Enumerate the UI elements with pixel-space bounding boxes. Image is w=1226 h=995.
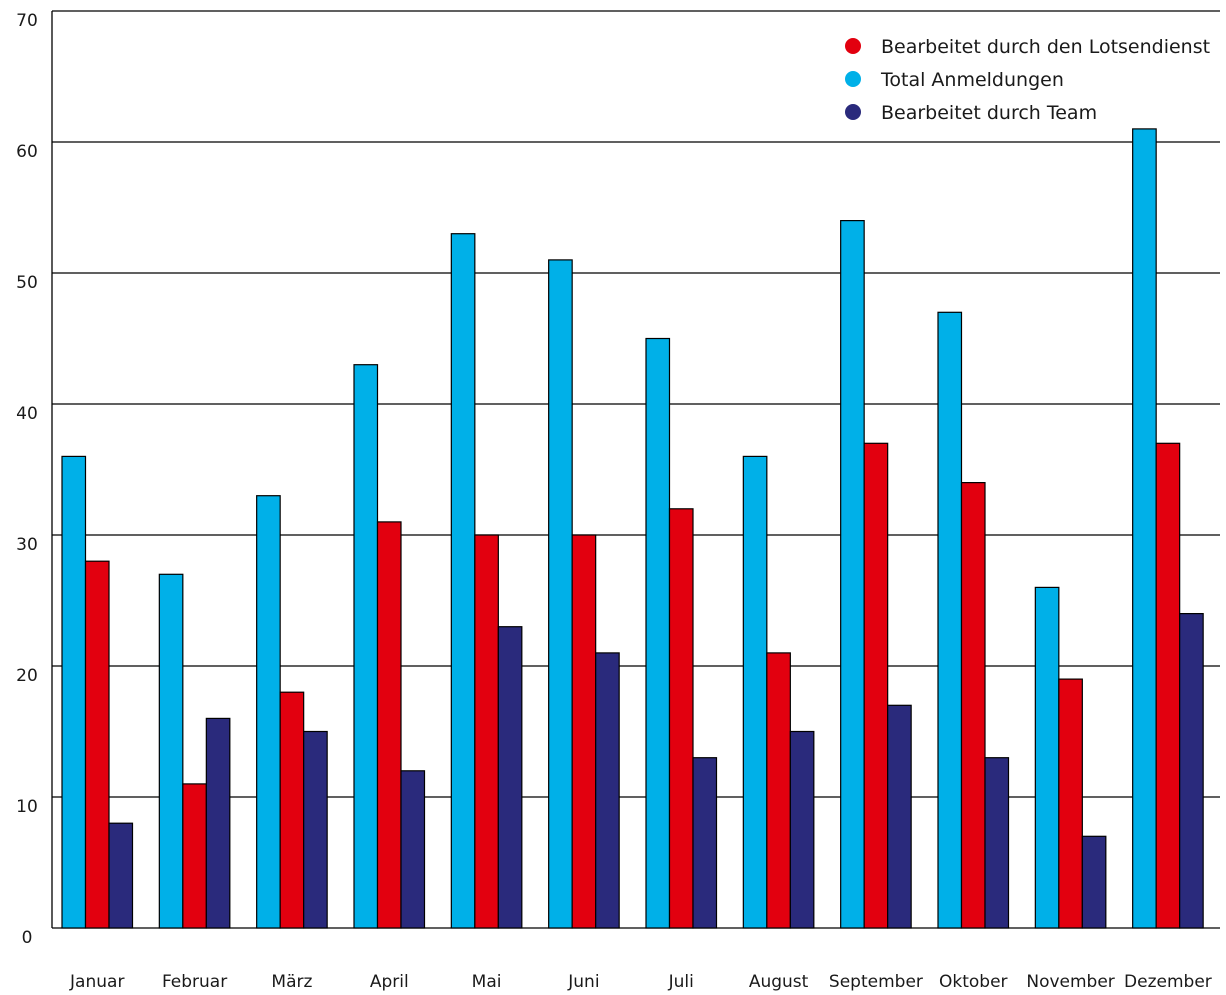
x-tick-label: Mai xyxy=(472,972,502,992)
y-tick-label: 50 xyxy=(16,273,38,293)
bar-0-4 xyxy=(450,233,476,929)
bar-1-4 xyxy=(474,534,499,929)
bar-0-6 xyxy=(645,337,671,929)
bars xyxy=(61,128,1204,929)
y-tick-label: 0 xyxy=(22,928,33,948)
bar-0-5 xyxy=(548,259,573,929)
bar-1-1 xyxy=(182,783,207,929)
legend-label: Bearbeitet durch Team xyxy=(881,102,1097,124)
x-tick-label: September xyxy=(829,972,923,992)
legend-label: Total Anmeldungen xyxy=(880,69,1064,91)
bar-2-2 xyxy=(303,730,328,929)
legend-label: Bearbeitet durch den Lotsendienst xyxy=(881,36,1210,58)
bar-1-0 xyxy=(84,560,110,929)
bar-0-0 xyxy=(61,455,87,929)
bar-0-1 xyxy=(158,573,184,929)
bar-2-5 xyxy=(595,652,620,929)
legend-marker xyxy=(845,38,861,54)
x-tick-label: April xyxy=(370,972,409,992)
legend: Bearbeitet durch den Lotsendienst Total A… xyxy=(845,36,1210,124)
bar-1-3 xyxy=(376,521,402,929)
bar-1-11 xyxy=(1155,442,1181,929)
bar-0-7 xyxy=(742,455,768,929)
x-tick-label: März xyxy=(271,972,312,992)
bar-2-0 xyxy=(108,822,134,929)
bar-2-9 xyxy=(984,757,1010,929)
bar-2-4 xyxy=(497,626,523,929)
x-tick-label: Dezember xyxy=(1124,972,1212,992)
x-tick-label: November xyxy=(1026,972,1114,992)
bar-0-8 xyxy=(840,220,865,929)
x-tick-label: Juli xyxy=(668,972,694,992)
x-tick-label: Februar xyxy=(162,972,227,992)
gridlines xyxy=(51,10,1220,929)
x-tick-label: Oktober xyxy=(939,972,1008,992)
bar-1-7 xyxy=(766,652,791,929)
bar-1-9 xyxy=(960,482,986,929)
bar-2-3 xyxy=(400,770,426,929)
bar-1-8 xyxy=(863,442,889,929)
y-tick-label: 70 xyxy=(16,11,38,31)
bar-2-7 xyxy=(789,730,815,929)
x-tick-labels: Januar Februar März April Mai Juni Juli August S… xyxy=(69,972,1212,992)
bar-0-10 xyxy=(1034,586,1060,929)
bar-2-11 xyxy=(1179,612,1204,929)
legend-marker xyxy=(845,71,861,87)
bar-2-6 xyxy=(692,757,718,929)
bar-1-10 xyxy=(1058,678,1083,929)
x-tick-label: August xyxy=(749,972,809,992)
bar-0-9 xyxy=(937,311,963,929)
y-tick-label: 10 xyxy=(16,797,38,817)
bar-0-2 xyxy=(256,495,281,929)
bar-2-1 xyxy=(205,717,231,929)
bar-1-2 xyxy=(279,691,305,929)
y-tick-label: 20 xyxy=(16,666,38,686)
bar-2-8 xyxy=(887,704,912,929)
bar-0-3 xyxy=(353,364,379,929)
bar-1-5 xyxy=(571,534,597,929)
y-tick-label: 40 xyxy=(16,404,38,424)
x-tick-label: Juni xyxy=(567,972,599,992)
y-tick-label: 30 xyxy=(16,535,38,555)
x-tick-label: Januar xyxy=(69,972,124,992)
bar-0-11 xyxy=(1132,128,1157,929)
y-tick-labels: 0 10 20 30 40 50 60 70 xyxy=(16,11,38,948)
y-tick-label: 60 xyxy=(16,142,38,162)
legend-marker xyxy=(845,104,861,120)
bar-2-10 xyxy=(1081,835,1107,929)
bar-1-6 xyxy=(668,508,694,929)
